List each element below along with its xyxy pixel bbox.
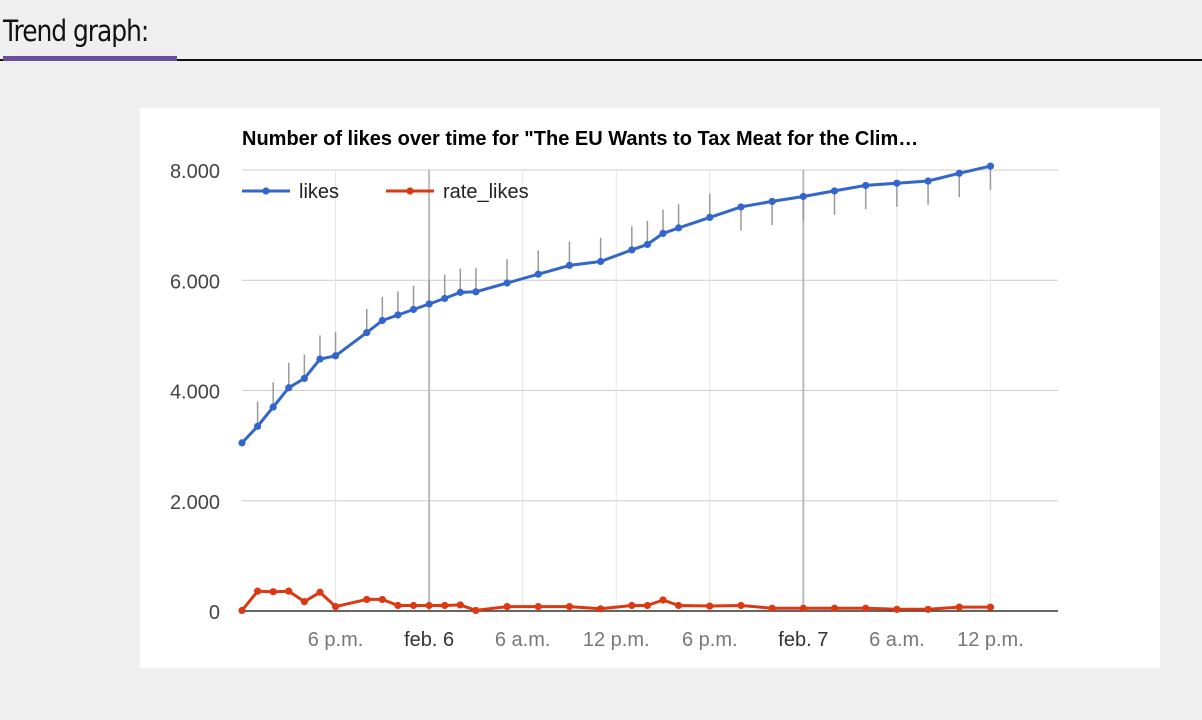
x-tick-label: 12 p.m.	[957, 629, 1024, 651]
likes-point	[799, 192, 807, 201]
legend-label: likes	[299, 181, 339, 203]
y-tick-label: 2.000	[170, 492, 220, 514]
likes-point	[643, 240, 652, 249]
likes-point	[285, 384, 293, 392]
likes-point	[409, 305, 418, 314]
likes-point	[363, 329, 371, 337]
legend-swatch-point	[262, 187, 270, 195]
header-accent-bar	[3, 56, 177, 61]
rate_likes-point	[799, 604, 807, 612]
likes-point	[472, 288, 480, 296]
x-tick-label: 6 a.m.	[869, 629, 925, 651]
rate_likes-point	[238, 606, 246, 615]
x-tick-label: 6 p.m.	[682, 629, 738, 651]
rate_likes-point	[300, 598, 308, 606]
likes-point	[597, 257, 605, 266]
likes-point	[331, 352, 340, 360]
y-tick-label: 4.000	[170, 382, 220, 404]
rate_likes-point	[565, 602, 574, 611]
chart-card: Number of likes over time for "The EU Wa…	[140, 108, 1160, 668]
rate_likes-point	[706, 602, 714, 610]
section-title: Trend graph:	[3, 14, 149, 48]
chart-title: Number of likes over time for "The EU Wa…	[242, 128, 918, 150]
likes-point	[737, 203, 745, 211]
rate_likes-point	[331, 602, 340, 611]
likes-point	[893, 179, 901, 187]
rate_likes-point	[394, 601, 402, 610]
likes-point	[456, 288, 464, 296]
rate_likes-point	[768, 604, 776, 612]
rate_likes-point	[986, 603, 995, 611]
likes-point	[955, 169, 963, 177]
x-tick-label: feb. 6	[404, 629, 454, 651]
x-tick-label: 6 p.m.	[308, 629, 364, 651]
rate_likes-point	[893, 605, 901, 613]
rate_likes-point	[285, 587, 293, 595]
rate_likes-point	[737, 601, 745, 610]
likes-point	[659, 229, 667, 237]
legend-label: rate_likes	[443, 181, 529, 203]
likes-point	[924, 177, 932, 185]
rate_likes-point	[534, 602, 542, 611]
rate_likes-point	[924, 605, 932, 613]
likes-point	[830, 187, 839, 195]
x-tick-label: 12 p.m.	[583, 629, 650, 651]
x-tick-label: 6 a.m.	[495, 629, 551, 651]
likes-point	[316, 355, 324, 363]
rate_likes-point	[363, 595, 371, 604]
rate_likes-point	[472, 606, 480, 615]
likes-point	[862, 181, 870, 190]
rate_likes-point	[674, 601, 683, 610]
rate_likes-point	[316, 588, 324, 596]
x-tick-label: feb. 7	[778, 629, 828, 651]
legend-swatch-point	[406, 187, 414, 195]
trend-chart: Number of likes over time for "The EU Wa…	[170, 128, 1058, 651]
rate_likes-point	[425, 601, 433, 610]
rate_likes-point	[378, 595, 386, 604]
likes-point	[565, 261, 574, 269]
rate_likes-point	[456, 601, 464, 609]
rate_likes-point	[253, 587, 262, 595]
likes-point	[706, 213, 714, 222]
likes-point	[441, 294, 449, 303]
rate_likes-point	[830, 604, 839, 612]
likes-point	[238, 439, 246, 447]
likes-point	[253, 422, 262, 430]
likes-point	[394, 311, 402, 319]
y-tick-label: 0	[209, 602, 220, 624]
rate_likes-point	[503, 602, 511, 611]
rate_likes-point	[659, 596, 667, 604]
likes-point	[628, 246, 636, 254]
rate_likes-point	[955, 603, 963, 611]
likes-point	[534, 270, 542, 278]
rate_likes-point	[862, 604, 870, 612]
rate_likes-point	[597, 605, 605, 613]
likes-point	[378, 316, 386, 325]
y-tick-label: 6.000	[170, 271, 220, 293]
section-header: Trend graph:	[0, 0, 1202, 62]
likes-point	[768, 197, 776, 206]
rate_likes-point	[643, 601, 652, 610]
likes-point	[269, 403, 277, 411]
likes-point	[425, 300, 433, 308]
rate_likes-point	[441, 601, 449, 610]
likes-point	[674, 224, 683, 232]
rate_likes-point	[269, 588, 277, 596]
rate_likes-point	[628, 601, 636, 610]
likes-point	[986, 162, 995, 170]
rate_likes-point	[409, 601, 418, 610]
y-tick-label: 8.000	[170, 161, 220, 183]
header-divider	[0, 59, 1202, 61]
likes-point	[503, 279, 511, 287]
likes-point	[300, 374, 308, 382]
